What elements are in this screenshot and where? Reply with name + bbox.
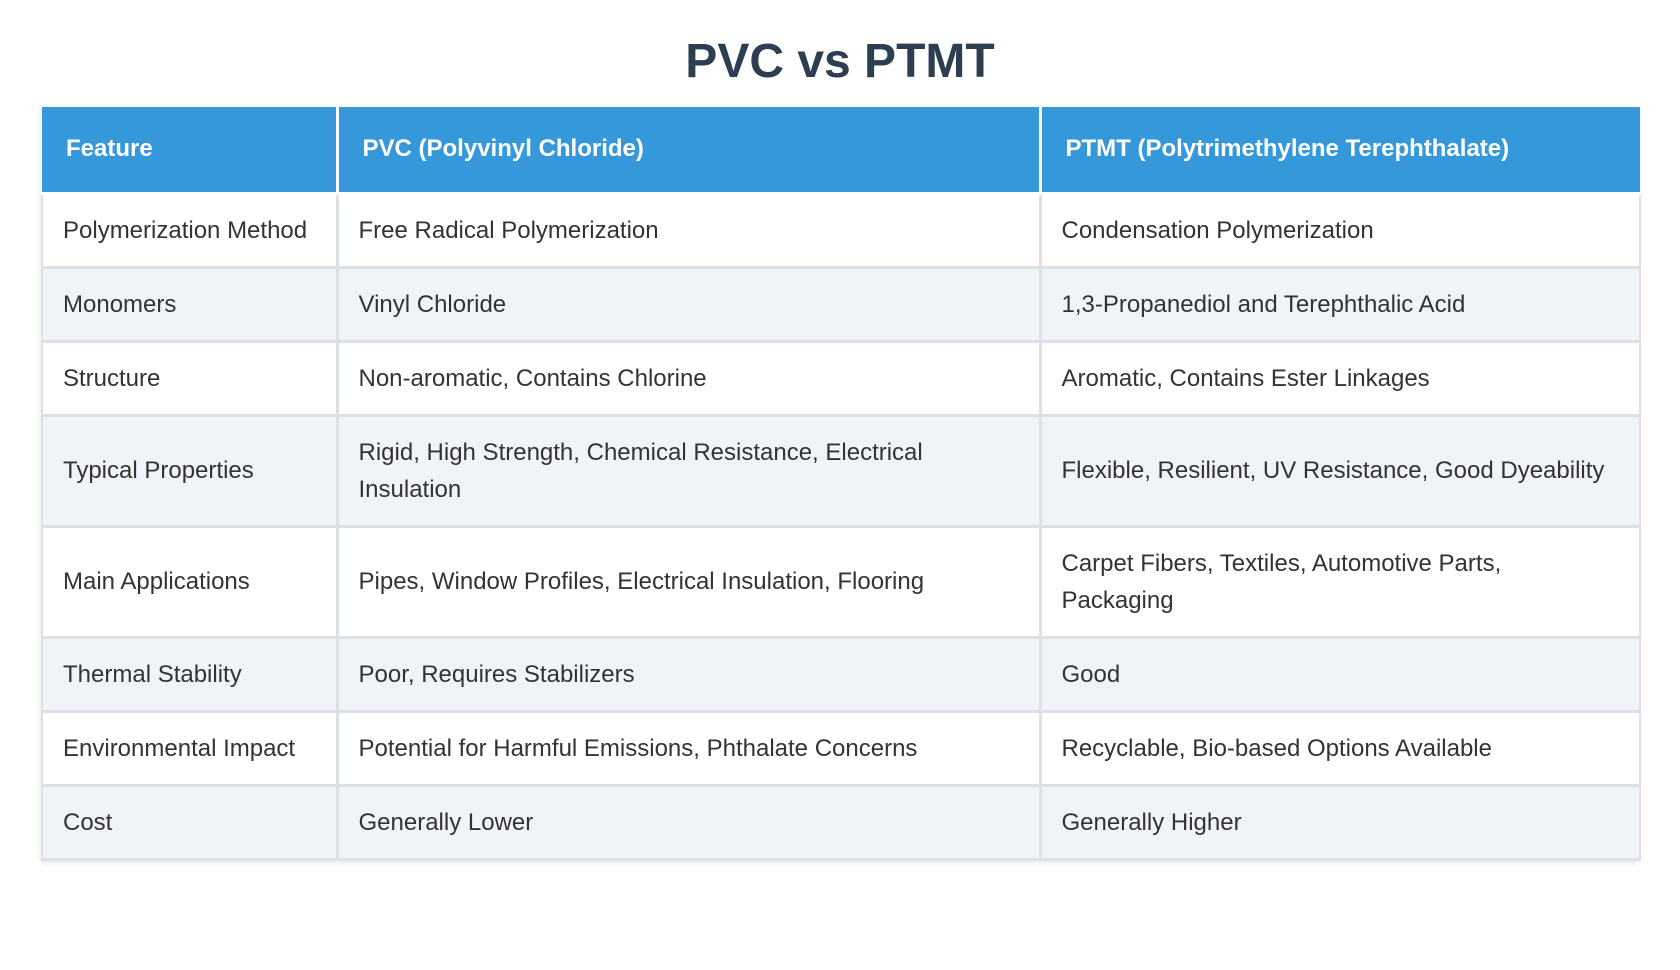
table-body: Polymerization Method Free Radical Polym… xyxy=(41,191,1641,861)
feature-cell: Polymerization Method xyxy=(41,191,339,269)
comparison-table-container: Feature PVC (Polyvinyl Chloride) PTMT (P… xyxy=(41,107,1641,861)
header-ptmt: PTMT (Polytrimethylene Terephthalate) xyxy=(1038,107,1640,195)
pvc-cell: Potential for Harmful Emissions, Phthala… xyxy=(335,709,1042,787)
ptmt-cell: Good xyxy=(1038,635,1641,713)
ptmt-cell: 1,3-Propanediol and Terephthalic Acid xyxy=(1038,265,1641,343)
table-row: Main Applications Pipes, Window Profiles… xyxy=(41,524,1641,639)
feature-cell: Structure xyxy=(41,339,339,417)
header-row: Feature PVC (Polyvinyl Chloride) PTMT (P… xyxy=(42,107,1640,195)
comparison-table: Feature PVC (Polyvinyl Chloride) PTMT (P… xyxy=(41,107,1641,861)
table-header: Feature PVC (Polyvinyl Chloride) PTMT (P… xyxy=(42,107,1640,195)
table-row: Environmental Impact Potential for Harmf… xyxy=(41,709,1641,787)
ptmt-cell: Recyclable, Bio-based Options Available xyxy=(1038,709,1641,787)
pvc-cell: Vinyl Chloride xyxy=(335,265,1042,343)
feature-cell: Monomers xyxy=(41,265,339,343)
table-row: Thermal Stability Poor, Requires Stabili… xyxy=(41,635,1641,713)
ptmt-cell: Carpet Fibers, Textiles, Automotive Part… xyxy=(1038,524,1641,639)
pvc-cell: Generally Lower xyxy=(335,783,1042,861)
ptmt-cell: Generally Higher xyxy=(1038,783,1641,861)
ptmt-cell: Flexible, Resilient, UV Resistance, Good… xyxy=(1038,413,1641,528)
ptmt-cell: Condensation Polymerization xyxy=(1038,191,1641,269)
feature-cell: Thermal Stability xyxy=(41,635,339,713)
pvc-cell: Free Radical Polymerization xyxy=(335,191,1042,269)
page-title: PVC vs PTMT xyxy=(685,35,995,88)
table-row: Cost Generally Lower Generally Higher xyxy=(41,783,1641,861)
ptmt-cell: Aromatic, Contains Ester Linkages xyxy=(1038,339,1641,417)
feature-cell: Environmental Impact xyxy=(41,709,339,787)
pvc-cell: Rigid, High Strength, Chemical Resistanc… xyxy=(335,413,1042,528)
pvc-cell: Pipes, Window Profiles, Electrical Insul… xyxy=(335,524,1042,639)
header-feature: Feature xyxy=(42,107,339,195)
feature-cell: Typical Properties xyxy=(41,413,339,528)
pvc-cell: Non-aromatic, Contains Chlorine xyxy=(335,339,1042,417)
table-row: Polymerization Method Free Radical Polym… xyxy=(41,191,1641,269)
table-row: Typical Properties Rigid, High Strength,… xyxy=(41,413,1641,528)
table-row: Structure Non-aromatic, Contains Chlorin… xyxy=(41,339,1641,417)
feature-cell: Main Applications xyxy=(41,524,339,639)
pvc-cell: Poor, Requires Stabilizers xyxy=(335,635,1042,713)
feature-cell: Cost xyxy=(41,783,339,861)
header-pvc: PVC (Polyvinyl Chloride) xyxy=(335,107,1042,195)
table-row: Monomers Vinyl Chloride 1,3-Propanediol … xyxy=(41,265,1641,343)
